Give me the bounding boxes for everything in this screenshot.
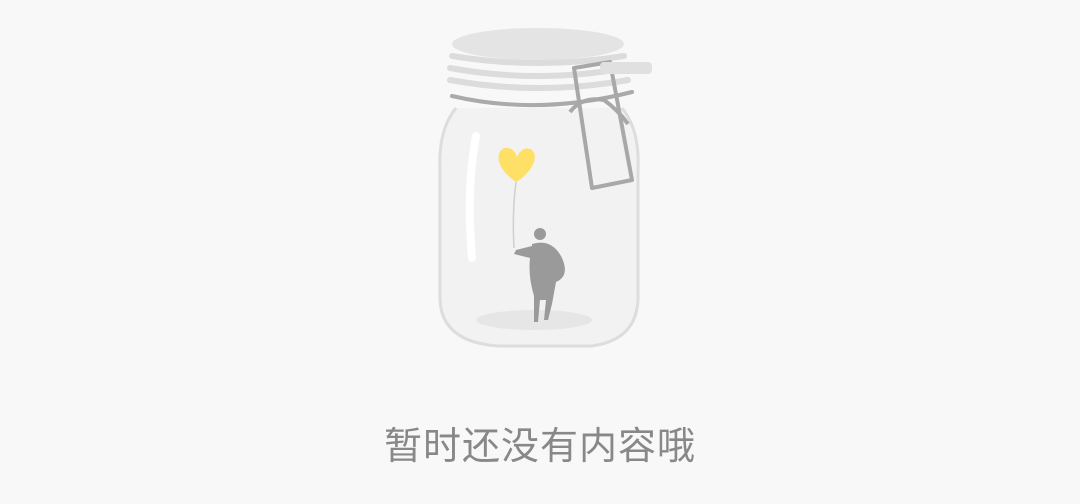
jar-clasp-handle bbox=[600, 62, 652, 74]
empty-state-message: 暂时还没有内容哦 bbox=[383, 424, 696, 468]
person-head bbox=[534, 228, 546, 240]
jar-clasp bbox=[568, 60, 634, 190]
empty-jar-icon bbox=[438, 28, 652, 348]
heart-balloon-icon bbox=[498, 147, 535, 182]
jar-shine bbox=[465, 132, 480, 262]
jar-band bbox=[450, 90, 634, 108]
balloon-string bbox=[512, 181, 517, 249]
jar-lid-top bbox=[452, 28, 624, 60]
person-figure-icon bbox=[514, 242, 565, 322]
